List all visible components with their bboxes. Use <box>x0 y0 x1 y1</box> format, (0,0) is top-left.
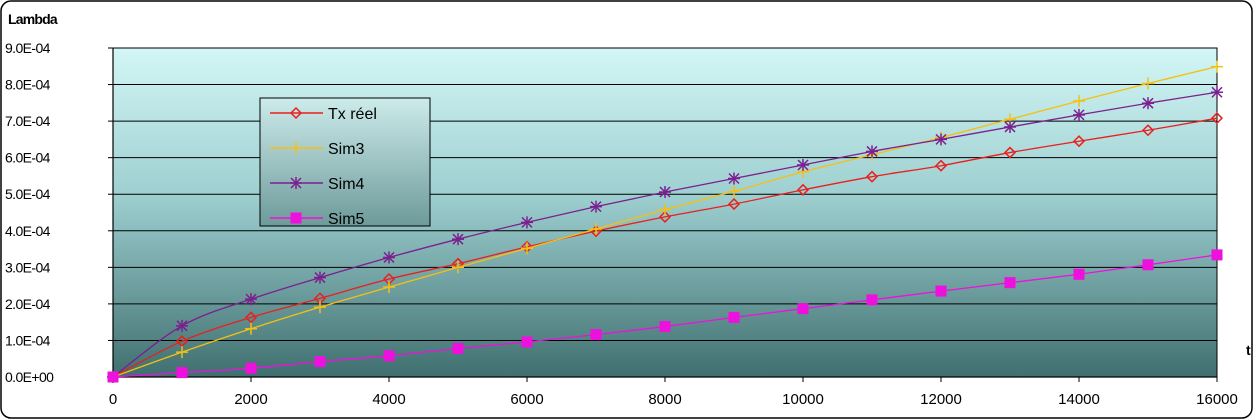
data-point <box>934 159 948 172</box>
data-point <box>797 158 809 171</box>
data-point <box>797 303 809 315</box>
x-axis-label: t <box>1246 342 1251 358</box>
data-point <box>1211 86 1223 99</box>
data-point <box>865 170 879 183</box>
data-point <box>245 362 257 374</box>
y-tick-label: 4.0E-04 <box>5 223 51 239</box>
y-tick-label: 5.0E-04 <box>5 186 51 202</box>
data-point <box>1073 95 1085 108</box>
data-point <box>176 319 188 332</box>
x-tick-label: 0 <box>109 391 117 408</box>
legend-label: Sim3 <box>328 141 365 158</box>
legend-box <box>259 97 431 227</box>
legend-item: Tx réel <box>270 106 377 123</box>
legend: Tx réel Sim3 Sim4 Sim5 <box>259 97 431 228</box>
data-point <box>728 185 740 198</box>
y-tick-label: 6.0E-04 <box>5 150 51 166</box>
data-point <box>590 329 602 341</box>
y-tick-label: 1.0E-04 <box>5 332 51 348</box>
x-tick-label: 4000 <box>372 391 405 408</box>
data-point <box>728 172 740 185</box>
legend-label: Sim4 <box>328 176 365 193</box>
data-point <box>314 271 326 284</box>
data-point <box>1141 124 1155 137</box>
data-point <box>314 301 326 314</box>
data-point <box>521 242 533 255</box>
legend-label: Sim5 <box>328 211 365 228</box>
data-point <box>1142 77 1154 90</box>
y-axis-label: Lambda <box>8 11 58 27</box>
data-point <box>728 311 740 323</box>
data-point <box>1004 277 1016 289</box>
x-tick-label: 14000 <box>1058 391 1100 408</box>
data-point <box>659 203 671 216</box>
data-point <box>590 200 602 213</box>
data-point <box>658 210 672 223</box>
data-point <box>521 336 533 348</box>
series-sim5 <box>107 249 1223 383</box>
x-tick-label: 12000 <box>920 391 962 408</box>
legend-marker <box>289 106 303 120</box>
y-tick-label: 7.0E-04 <box>5 113 51 129</box>
legend-item: Sim4 <box>270 176 365 193</box>
data-point <box>521 216 533 229</box>
x-tick-label: 8000 <box>648 391 681 408</box>
x-tick-label: 10000 <box>782 391 824 408</box>
data-point <box>590 222 602 235</box>
x-tick-label: 6000 <box>510 391 543 408</box>
data-point <box>1142 97 1154 110</box>
y-tick-labels: 0.0E+00 1.0E-04 2.0E-04 3.0E-04 4.0E-04 5.0E-… <box>5 40 55 385</box>
data-point <box>727 198 741 211</box>
y-tick-label: 3.0E-04 <box>5 259 51 275</box>
data-point <box>245 322 257 335</box>
data-point <box>796 183 810 196</box>
legend-marker <box>290 212 302 224</box>
data-point <box>314 356 326 368</box>
data-point <box>1211 60 1223 73</box>
data-point <box>1073 108 1085 121</box>
data-point <box>1072 135 1086 148</box>
data-point <box>383 251 395 264</box>
data-point <box>1210 112 1224 125</box>
data-point <box>176 346 188 359</box>
legend-marker <box>290 142 302 154</box>
data-point <box>452 233 464 246</box>
data-point <box>866 145 878 158</box>
y-tick-label: 9.0E-04 <box>5 40 51 56</box>
y-tick-label: 0.0E+00 <box>5 369 54 385</box>
data-point <box>659 321 671 333</box>
data-point <box>245 293 257 306</box>
data-point <box>383 350 395 362</box>
x-tick-labels: 0 2000 4000 6000 8000 10000 12000 14000 16000 <box>109 377 1238 408</box>
data-point <box>452 342 464 354</box>
data-point <box>659 186 671 199</box>
legend-marker <box>290 177 302 189</box>
data-point <box>1142 259 1154 271</box>
legend-item: Sim3 <box>270 141 365 158</box>
legend-item: Sim5 <box>270 211 365 228</box>
x-tick-label: 2000 <box>234 391 267 408</box>
data-point <box>1004 120 1016 133</box>
data-point <box>452 261 464 274</box>
data-point <box>1003 146 1017 159</box>
x-tick-label: 16000 <box>1196 391 1238 408</box>
y-tick-label: 8.0E-04 <box>5 77 51 93</box>
data-point <box>866 294 878 306</box>
data-point <box>176 367 188 379</box>
data-point <box>935 285 947 297</box>
series-line <box>112 117 1218 378</box>
y-tick-label: 2.0E-04 <box>5 296 51 312</box>
data-point <box>244 311 258 324</box>
data-point <box>107 371 119 383</box>
data-point <box>1211 249 1223 261</box>
series-layer <box>106 60 1224 384</box>
data-point <box>1073 268 1085 280</box>
legend-label: Tx réel <box>328 106 377 123</box>
data-point <box>935 133 947 146</box>
data-point <box>383 281 395 294</box>
